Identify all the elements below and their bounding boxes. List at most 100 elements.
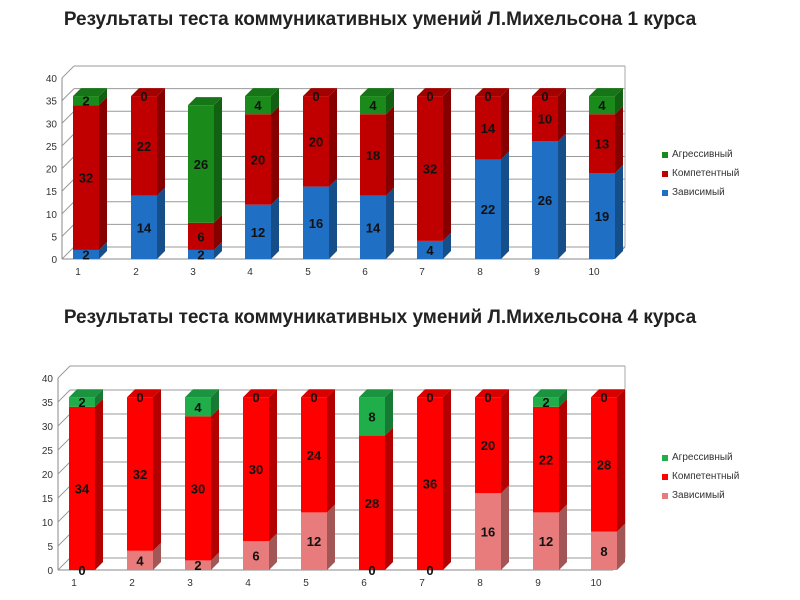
bar-segment-side bbox=[153, 542, 161, 570]
bar-segment-front bbox=[127, 550, 153, 570]
bar-segment-front bbox=[475, 159, 501, 259]
bar-top bbox=[131, 88, 165, 97]
data-label: 19 bbox=[595, 209, 609, 224]
bar-segment-side bbox=[99, 97, 107, 250]
x-tick-label: 8 bbox=[477, 578, 483, 589]
data-label: 14 bbox=[137, 220, 152, 235]
bar-segment-front bbox=[359, 435, 385, 570]
bar-top bbox=[188, 97, 222, 106]
bar-top bbox=[127, 389, 161, 398]
bar-segment-front bbox=[73, 96, 99, 106]
data-label: 0 bbox=[426, 390, 433, 405]
bar-segment-front bbox=[188, 105, 214, 223]
y-tick-label: 35 bbox=[42, 398, 54, 409]
bar-top bbox=[243, 389, 277, 398]
x-tick-label: 1 bbox=[75, 267, 81, 278]
x-tick-label: 5 bbox=[303, 578, 309, 589]
data-label: 2 bbox=[542, 395, 549, 410]
bar-segment-side bbox=[271, 106, 279, 205]
bar-segment-side bbox=[386, 88, 394, 115]
legend-label: Зависимый bbox=[672, 490, 725, 501]
data-label: 0 bbox=[312, 89, 319, 104]
bar-segment-side bbox=[211, 389, 219, 417]
gridline-diagonal bbox=[57, 509, 71, 523]
bar-segment-side bbox=[385, 389, 393, 436]
data-label: 10 bbox=[538, 112, 552, 127]
bar-segment-front bbox=[360, 114, 386, 196]
data-label: 2 bbox=[78, 395, 85, 410]
bar-segment-side bbox=[329, 178, 337, 259]
bar-segment-front bbox=[73, 105, 99, 250]
bar-segment-front bbox=[532, 141, 558, 259]
bar-segment-side bbox=[271, 196, 279, 259]
gridline-diagonal bbox=[57, 485, 71, 499]
bar-segment-side bbox=[269, 389, 277, 542]
data-label: 4 bbox=[426, 243, 434, 258]
gridline-diagonal bbox=[57, 437, 71, 451]
data-label: 8 bbox=[600, 544, 607, 559]
bar-segment-front bbox=[303, 186, 329, 259]
data-label: 0 bbox=[426, 563, 433, 578]
y-tick-label: 40 bbox=[42, 374, 54, 385]
y-tick-label: 40 bbox=[46, 74, 58, 85]
bar-top bbox=[532, 88, 566, 97]
gridline-diagonal bbox=[57, 533, 71, 547]
x-tick-label: 10 bbox=[588, 267, 600, 278]
bar-segment-front bbox=[303, 96, 329, 187]
legend-swatch bbox=[662, 151, 668, 158]
bar-segment-front bbox=[188, 249, 214, 259]
bar-segment-front bbox=[360, 96, 386, 115]
data-label: 20 bbox=[309, 134, 323, 149]
bar-segment-side bbox=[153, 389, 161, 551]
data-label: 26 bbox=[538, 193, 552, 208]
bar-segment-side bbox=[214, 97, 222, 223]
data-label: 28 bbox=[365, 496, 379, 511]
gridline-diagonal bbox=[61, 133, 75, 147]
data-label: 32 bbox=[133, 467, 147, 482]
legend-label: Агрессивный bbox=[672, 149, 733, 160]
bar-segment-front bbox=[301, 512, 327, 570]
bar-top bbox=[475, 88, 509, 97]
legend-item: Компетентный bbox=[662, 164, 739, 183]
data-label: 20 bbox=[481, 438, 495, 453]
gridline-diagonal bbox=[57, 389, 71, 403]
bar-segment-front bbox=[69, 397, 95, 407]
data-label: 0 bbox=[310, 390, 317, 405]
bar-segment-front bbox=[591, 531, 617, 570]
bar-segment-side bbox=[558, 133, 566, 259]
data-label: 0 bbox=[78, 563, 85, 578]
legend-item: Агрессивный bbox=[662, 145, 739, 164]
bar-segment-front bbox=[475, 397, 501, 494]
data-label: 4 bbox=[254, 98, 262, 113]
gridline-diagonal bbox=[57, 557, 71, 571]
bar-segment-side bbox=[157, 88, 165, 196]
bar-segment-side bbox=[615, 88, 623, 115]
bar-top bbox=[591, 389, 625, 398]
bar-segment-side bbox=[214, 241, 222, 259]
bar-segment-side bbox=[501, 151, 509, 259]
bar-segment-side bbox=[615, 165, 623, 259]
data-label: 2 bbox=[82, 247, 89, 262]
data-label: 13 bbox=[595, 137, 609, 152]
bar-segment-side bbox=[211, 552, 219, 570]
bar-segment-front bbox=[533, 397, 559, 407]
legend-label: Компетентный bbox=[672, 168, 740, 179]
legend-label: Компетентный bbox=[672, 471, 740, 482]
data-label: 4 bbox=[194, 400, 202, 415]
bar-segment-front bbox=[185, 397, 211, 417]
data-label: 12 bbox=[251, 225, 265, 240]
bar-segment-front bbox=[417, 240, 443, 259]
y-tick-label: 20 bbox=[46, 165, 58, 176]
data-label: 4 bbox=[598, 98, 606, 113]
data-label: 26 bbox=[194, 157, 208, 172]
bar-segment-front bbox=[589, 96, 615, 115]
y-tick-label: 15 bbox=[46, 187, 58, 198]
bar-segment-front bbox=[73, 249, 99, 259]
bar-segment-side bbox=[559, 504, 567, 570]
bar-segment-front bbox=[127, 397, 153, 551]
bar-segment-front bbox=[131, 195, 157, 259]
gridline-diagonal bbox=[57, 365, 71, 379]
x-tick-label: 7 bbox=[419, 267, 425, 278]
y-tick-label: 20 bbox=[42, 470, 54, 481]
